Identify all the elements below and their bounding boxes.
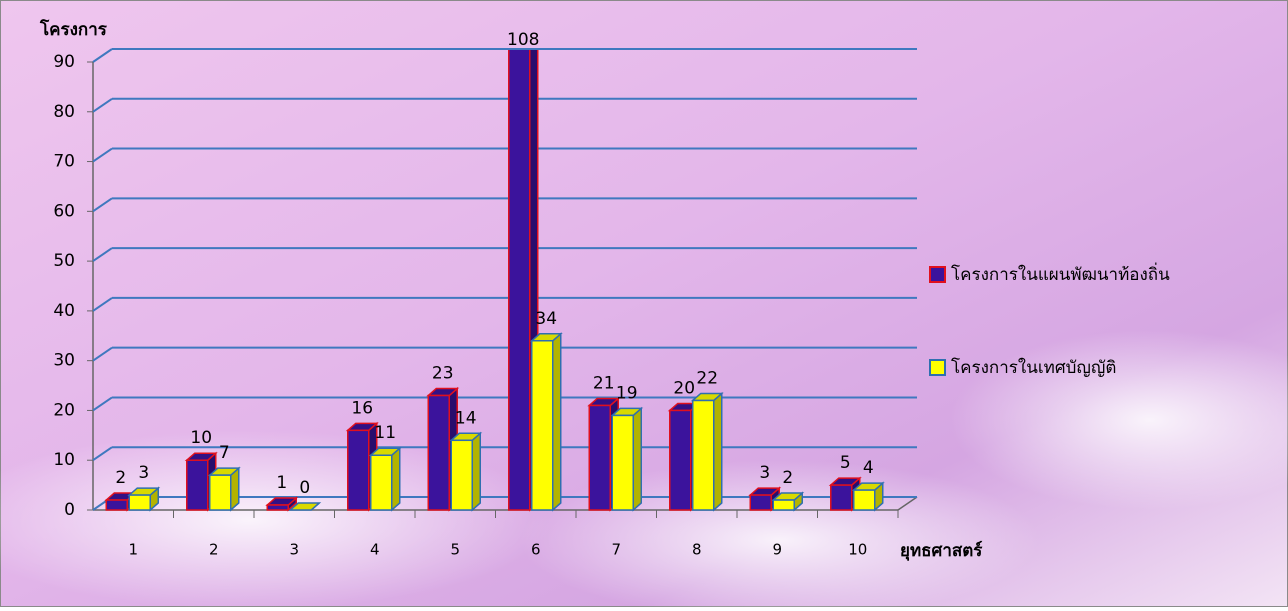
x-tick-label: 9 — [772, 541, 782, 559]
bar — [428, 396, 449, 510]
bar — [693, 400, 714, 510]
data-label: 1 — [276, 473, 287, 493]
bar-side — [633, 408, 641, 510]
data-label: 21 — [593, 373, 615, 393]
data-label: 2 — [782, 468, 793, 488]
data-label: 14 — [455, 408, 477, 428]
data-label: 22 — [696, 368, 718, 388]
y-tick-label: 0 — [64, 500, 75, 520]
x-tick-label: 2 — [209, 541, 219, 559]
bar — [612, 415, 633, 510]
x-tick-label: 7 — [611, 541, 621, 559]
bar — [670, 410, 691, 510]
data-label: 19 — [616, 383, 638, 403]
bar — [831, 485, 852, 510]
bar — [210, 475, 231, 510]
bar — [267, 505, 288, 510]
data-label: 108 — [507, 30, 539, 50]
bar — [532, 341, 553, 510]
y-tick-label: 30 — [53, 351, 75, 371]
data-label: 20 — [673, 378, 695, 398]
y-tick-label: 20 — [53, 400, 75, 420]
data-label: 2 — [115, 468, 126, 488]
data-label: 3 — [759, 463, 770, 483]
chart: โครงการ ยุทธศาสตร์ 010203040506070809012… — [0, 0, 1288, 607]
y-tick-label: 40 — [53, 301, 75, 321]
data-label: 10 — [190, 428, 212, 448]
bar-side — [553, 334, 561, 510]
bar — [451, 440, 472, 510]
bar — [854, 490, 875, 510]
x-tick-label: 10 — [848, 541, 867, 559]
bar — [509, 0, 530, 510]
y-tick-label: 10 — [53, 450, 75, 470]
bar — [348, 430, 369, 510]
bar-side — [392, 448, 400, 510]
x-tick-label: 6 — [531, 541, 541, 559]
bar-side — [472, 433, 480, 510]
bar — [371, 455, 392, 510]
legend-swatch — [930, 267, 945, 282]
y-axis-title: โครงการ — [39, 19, 108, 40]
y-tick-label: 80 — [53, 102, 75, 122]
x-axis-title: ยุทธศาสตร์ — [900, 540, 983, 561]
y-tick-label: 50 — [53, 251, 75, 271]
y-tick-label: 70 — [53, 152, 75, 172]
bar — [129, 495, 150, 510]
bar — [589, 405, 610, 510]
data-label: 3 — [138, 463, 149, 483]
bar-side — [714, 393, 722, 510]
data-label: 23 — [432, 364, 454, 384]
legend-swatch — [930, 360, 945, 375]
data-label: 4 — [863, 458, 874, 478]
data-label: 16 — [351, 398, 373, 418]
bar — [750, 495, 771, 510]
data-label: 7 — [219, 443, 230, 463]
legend-label: โครงการในเทศบัญญัติ — [951, 357, 1116, 378]
x-tick-label: 5 — [450, 541, 460, 559]
bar — [187, 460, 208, 510]
data-label: 34 — [535, 309, 557, 329]
x-tick-label: 4 — [370, 541, 380, 559]
x-tick-label: 3 — [289, 541, 299, 559]
data-label: 11 — [374, 423, 396, 443]
data-label: 0 — [299, 478, 310, 498]
bar — [106, 500, 127, 510]
x-tick-label: 1 — [128, 541, 138, 559]
data-label: 5 — [840, 453, 851, 473]
legend-label: โครงการในแผนพัฒนาท้องถิ่น — [951, 262, 1170, 285]
y-tick-label: 90 — [53, 52, 75, 72]
x-tick-label: 8 — [692, 541, 702, 559]
y-tick-label: 60 — [53, 201, 75, 221]
bar — [773, 500, 794, 510]
